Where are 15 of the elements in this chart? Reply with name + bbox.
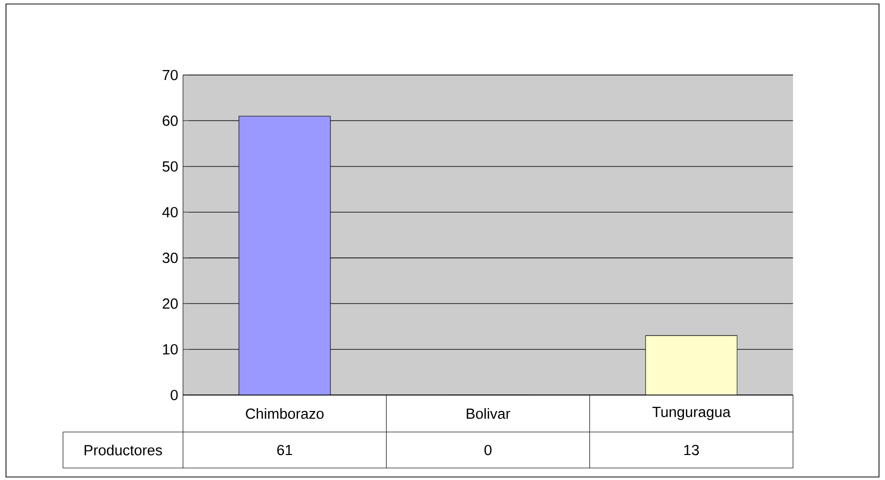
x-tick-label: Chimborazo (246, 408, 324, 419)
data-label: 13 (684, 444, 699, 456)
text: Productores (84, 444, 162, 456)
y-tick-label: 10 (163, 344, 178, 354)
y-tick-label: 0 (170, 390, 178, 400)
y-tick-label: 60 (162, 116, 178, 126)
x-tick-label: Tunguragua (652, 406, 731, 420)
y-tick-label: 70 (162, 70, 178, 80)
data-label: 0 (484, 444, 492, 456)
y-tick-label: 40 (162, 206, 178, 218)
data-label: 61 (277, 444, 292, 456)
y-tick-label: 50 (162, 161, 178, 172)
y-tick-label: 20 (162, 298, 178, 309)
y-tick-label: 30 (162, 252, 178, 264)
x-tick-label: Bolivar (466, 408, 510, 419)
